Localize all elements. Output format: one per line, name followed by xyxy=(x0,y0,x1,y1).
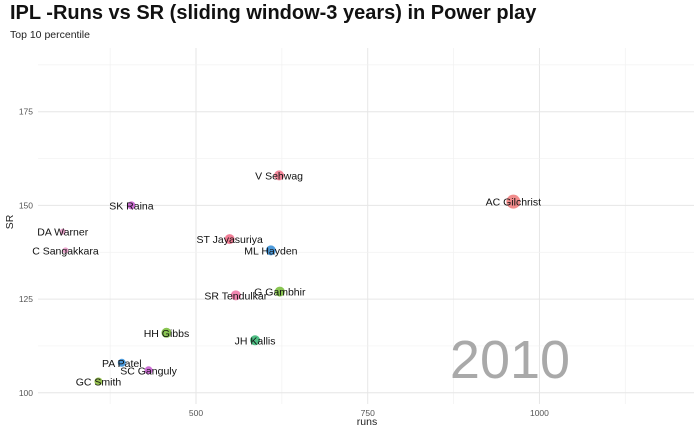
data-point xyxy=(506,194,521,209)
x-tick-label: 750 xyxy=(361,408,375,418)
data-point xyxy=(59,228,66,235)
data-point xyxy=(230,290,241,301)
point-label: HH Gibbs xyxy=(144,328,190,340)
point-label: V Sehwag xyxy=(255,170,303,182)
data-point xyxy=(274,286,285,297)
chart-subtitle: Top 10 percentile xyxy=(10,29,90,41)
data-point xyxy=(224,234,235,245)
data-point xyxy=(265,245,276,256)
x-tick-label: 500 xyxy=(189,408,203,418)
y-tick-label: 125 xyxy=(19,294,33,304)
data-point xyxy=(144,366,153,375)
y-tick-label: 175 xyxy=(19,107,33,117)
data-point xyxy=(94,377,103,386)
point-label: ST Jayasuriya xyxy=(196,234,262,246)
point-label: PA Patel xyxy=(102,358,142,370)
y-tick-label: 100 xyxy=(19,388,33,398)
data-point xyxy=(250,335,261,346)
point-label: SR Tendulkar xyxy=(204,290,267,302)
point-label: DA Warner xyxy=(37,227,88,239)
y-axis-title: SR xyxy=(4,214,16,229)
point-label: AC Gilchrist xyxy=(486,197,542,209)
data-point xyxy=(62,247,69,254)
point-label: GC Smith xyxy=(76,377,122,389)
point-labels: AC Gilchrist V Sehwag SK Raina DA Warner C S… xyxy=(32,170,541,388)
point-label: JH Kallis xyxy=(235,335,276,347)
chart-title: IPL -Runs vs SR (sliding window-3 years)… xyxy=(10,2,537,24)
x-axis-title: runs xyxy=(357,416,377,428)
point-label: C Sangakkara xyxy=(32,245,99,257)
point-label: ML Hayden xyxy=(244,245,297,257)
y-tick-label: 150 xyxy=(19,200,33,210)
data-point xyxy=(161,327,172,338)
data-point xyxy=(117,358,126,367)
point-label: SC Ganguly xyxy=(120,365,177,377)
axis-ticks: 500 750 1000 100 125 150 175 xyxy=(19,107,549,418)
data-point xyxy=(274,170,285,181)
data-point xyxy=(127,201,136,210)
point-label: SK Raina xyxy=(109,200,154,212)
grid-lines xyxy=(38,48,694,404)
point-label: G Gambhir xyxy=(254,287,306,299)
x-tick-label: 1000 xyxy=(530,408,549,418)
year-annotation: 2010 xyxy=(450,330,570,390)
data-points xyxy=(59,170,521,386)
